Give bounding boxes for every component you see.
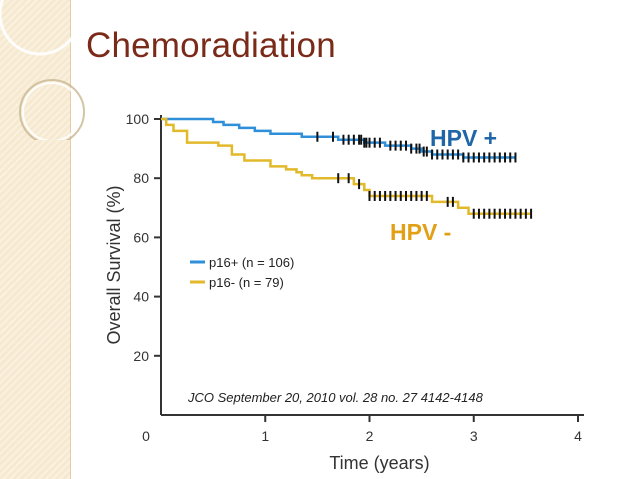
chart-annotations: HPV + HPV - JCO September 20, 2010 vol. 28… <box>187 125 497 405</box>
chart-legend: p16+ (n = 106) p16- (n = 79) <box>190 255 294 290</box>
ring-decoration <box>0 0 85 140</box>
x-tick-label-3: 3 <box>470 428 478 444</box>
legend-label-1: p16- (n = 79) <box>209 275 284 290</box>
hpv-negative-label: HPV - <box>390 219 451 245</box>
chart-series-layer <box>161 117 533 219</box>
ring-decoration-upper <box>0 0 82 56</box>
y-tick-label-40: 40 <box>133 289 149 305</box>
y-tick-label-60: 60 <box>133 229 149 245</box>
slide-title: Chemoradiation <box>86 26 336 65</box>
series-p16-negative <box>161 117 533 219</box>
hpv-positive-label: HPV + <box>430 125 497 151</box>
chart-axes: 20 40 60 80 100 0 1 2 3 4 Time (years) Overall Surv… <box>104 111 584 473</box>
legend-label-0: p16+ (n = 106) <box>209 255 294 270</box>
x-tick-label-4: 4 <box>574 428 582 444</box>
y-tick-label-20: 20 <box>133 348 149 364</box>
series-p16-positive <box>161 117 517 163</box>
ring-decoration-lower <box>19 79 85 140</box>
x-tick-label-1: 1 <box>261 428 269 444</box>
citation-text: JCO September 20, 2010 vol. 28 no. 27 41… <box>187 390 484 405</box>
y-tick-label-80: 80 <box>133 170 149 186</box>
x-axis-title: Time (years) <box>329 453 429 473</box>
ring-decoration-lower-inner <box>22 82 82 140</box>
x-tick-label-2: 2 <box>366 428 374 444</box>
series-line-1 <box>161 117 532 215</box>
y-axis-title: Overall Survival (%) <box>104 185 124 344</box>
x-tick-label-0: 0 <box>142 428 150 444</box>
y-tick-label-100: 100 <box>126 111 150 127</box>
